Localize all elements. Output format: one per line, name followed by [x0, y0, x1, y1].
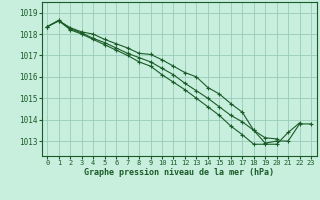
X-axis label: Graphe pression niveau de la mer (hPa): Graphe pression niveau de la mer (hPa): [84, 168, 274, 177]
